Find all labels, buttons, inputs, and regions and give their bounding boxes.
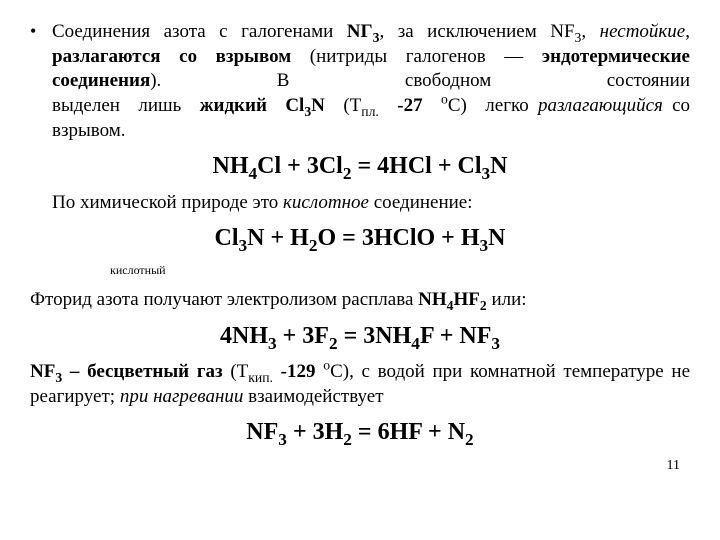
equation-3: 4NH3 + 3F2 = 3NH4F + NF3 xyxy=(30,321,690,352)
equation-1: NH4Cl + 3Cl2 = 4HCl + Cl3N xyxy=(30,151,690,182)
txt: , за исключением NF xyxy=(379,21,574,42)
txt-bold: NH4HF2 xyxy=(418,289,487,310)
txt xyxy=(423,95,441,116)
t: F + NF xyxy=(420,323,491,349)
txt-bold: жидкий Cl3N xyxy=(200,95,325,116)
bullet-paragraph: • Соединения азота с галогенами NГ3, за … xyxy=(30,20,690,143)
sub: 4 xyxy=(249,164,258,183)
sub: 2 xyxy=(480,298,487,313)
t: N + H xyxy=(247,225,309,251)
sub: 2 xyxy=(343,430,352,449)
t: = 3NH xyxy=(338,323,412,349)
sub: 4 xyxy=(411,334,420,353)
t: O = 3HClO + H xyxy=(317,225,479,251)
txt-bold: -27 xyxy=(397,95,422,116)
t: = 6HF + N xyxy=(352,419,465,445)
t: 4NH xyxy=(220,323,268,349)
t: – бесцветный газ xyxy=(62,361,222,382)
txt: взаимодействует xyxy=(243,386,383,407)
paragraph-2: По химической природе это кислотное соед… xyxy=(30,191,690,216)
txt-bold: -129 xyxy=(281,361,316,382)
sub: 3 xyxy=(268,334,277,353)
txt-italic: при нагревании xyxy=(120,386,244,407)
sup: о xyxy=(441,92,448,107)
txt: (нитриды галогенов — xyxy=(291,46,542,67)
slide-content: • Соединения азота с галогенами NГ3, за … xyxy=(0,0,720,540)
txt: Фторид азота получают электролизом распл… xyxy=(30,289,418,310)
t: N xyxy=(311,95,325,116)
txt: , xyxy=(685,21,690,42)
txt-bold: разлагаются со взрывом xyxy=(52,46,291,67)
txt: По химической природе это xyxy=(52,192,283,213)
t: HF xyxy=(453,289,479,310)
t: + 3H xyxy=(287,419,343,445)
t: NH xyxy=(418,289,447,310)
note-acidic: кислотный xyxy=(30,263,690,279)
t: NГ xyxy=(347,21,373,42)
sub: 3 xyxy=(480,236,489,255)
txt: С) легко xyxy=(448,95,538,116)
bullet-marker: • xyxy=(30,20,52,143)
txt-italic: разлагающийся xyxy=(538,95,663,116)
txt-italic: кислотное xyxy=(283,192,369,213)
sub: кип. xyxy=(248,370,273,385)
sub: 2 xyxy=(329,334,338,353)
t: Cl + 3Cl xyxy=(257,153,343,179)
txt: Соединения азота с галогенами xyxy=(52,21,347,42)
sub: 3 xyxy=(482,164,491,183)
paragraph-3: Фторид азота получают электролизом распл… xyxy=(30,288,690,313)
txt-bold: NГ3 xyxy=(347,21,380,42)
t: жидкий Cl xyxy=(200,95,305,116)
t: NH xyxy=(213,153,249,179)
txt: соединение: xyxy=(369,192,473,213)
t: = 4HCl + Cl xyxy=(351,153,481,179)
t: NF xyxy=(30,361,55,382)
equation-2: Cl3N + H2O = 3HClO + H3N xyxy=(30,223,690,254)
txt: (Т xyxy=(325,95,361,116)
t: N xyxy=(488,225,505,251)
txt: (Т xyxy=(223,361,249,382)
txt-bold: NF3 – бесцветный газ xyxy=(30,361,223,382)
txt: или: xyxy=(487,289,527,310)
page-number: 11 xyxy=(30,457,690,475)
t: NF xyxy=(246,419,278,445)
txt xyxy=(379,95,397,116)
sub: 3 xyxy=(491,334,500,353)
paragraph-4: NF3 – бесцветный газ (Ткип. -129 оС), с … xyxy=(30,360,690,409)
equation-4: NF3 + 3H2 = 6HF + N2 xyxy=(30,417,690,448)
sub: 3 xyxy=(278,430,287,449)
t: + 3F xyxy=(277,323,329,349)
sub: 3 xyxy=(239,236,248,255)
bullet-text: Соединения азота с галогенами NГ3, за ис… xyxy=(52,20,690,143)
t: N xyxy=(490,153,507,179)
sub: пл. xyxy=(361,104,379,119)
txt: , xyxy=(581,21,599,42)
t: Cl xyxy=(215,225,239,251)
sub: 2 xyxy=(465,430,474,449)
txt xyxy=(273,361,281,382)
txt-italic: нестойкие xyxy=(600,21,686,42)
